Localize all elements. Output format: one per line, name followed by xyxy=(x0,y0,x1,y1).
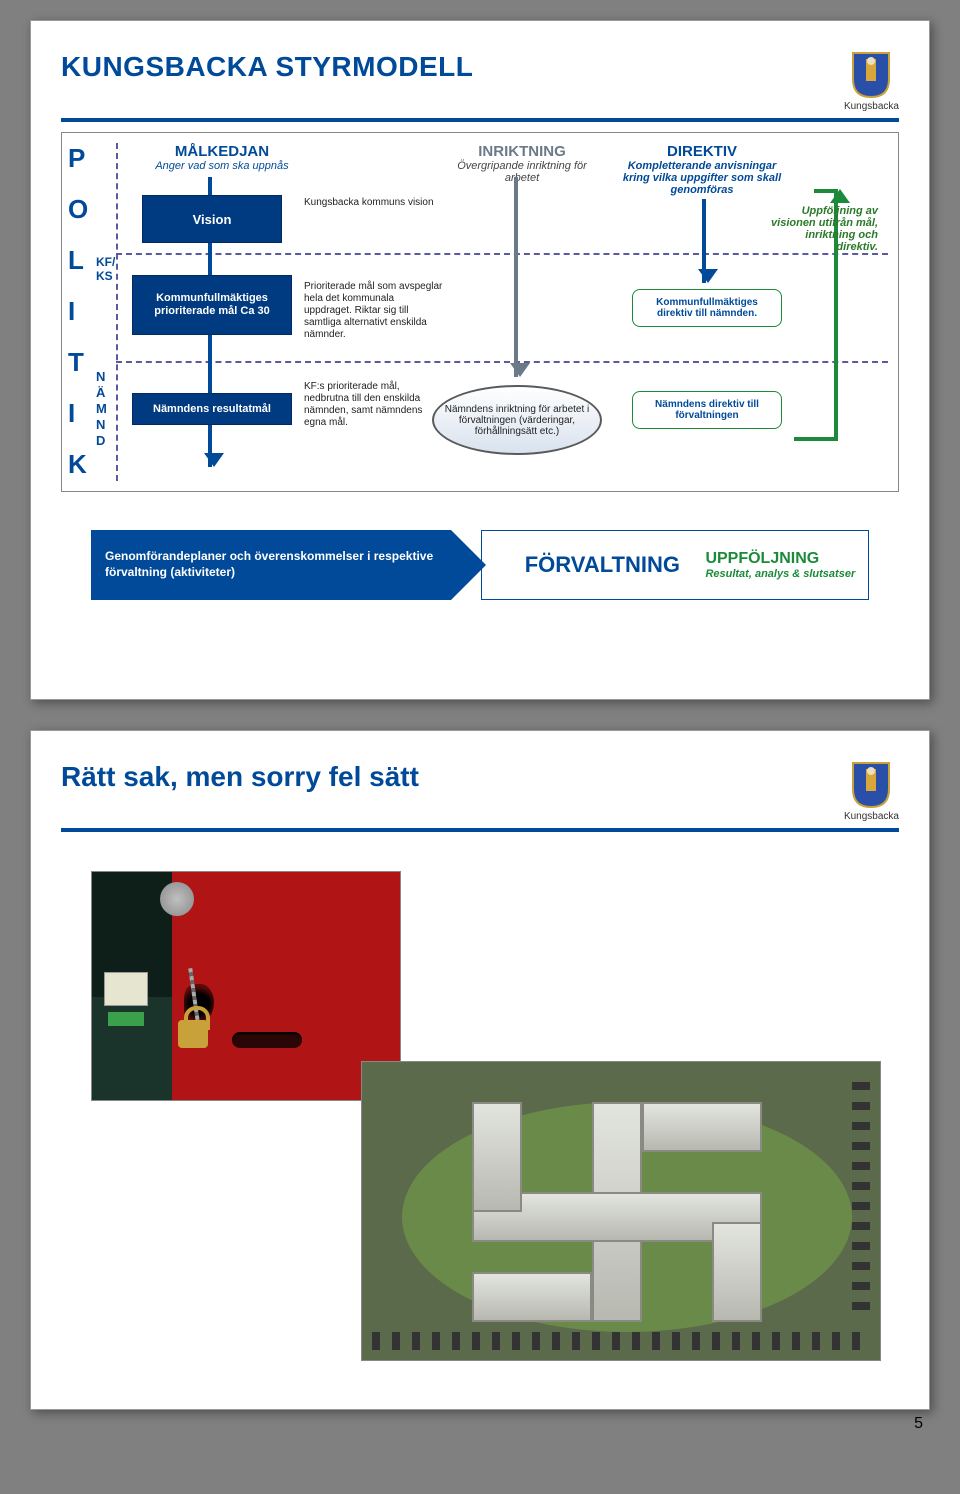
car-sticker-round xyxy=(160,882,194,916)
uppfoljning-block: UPPFÖLJNING Resultat, analys & slutsatse… xyxy=(705,550,855,580)
malkedjan-head: MÅLKEDJAN Anger vad som ska uppnås xyxy=(142,143,302,172)
shield-icon xyxy=(851,761,891,809)
desc-prioriterade: Prioriterade mål som avspeglar hela det … xyxy=(304,281,444,341)
header-2: Rätt sak, men sorry fel sätt Kungsbacka xyxy=(61,761,899,832)
shield-icon xyxy=(851,51,891,99)
dashed-hline-1 xyxy=(116,253,888,255)
car-sticker-2 xyxy=(108,1012,144,1026)
banner-left: Genomförandeplaner och överenskommelser … xyxy=(91,530,451,600)
slide-2: Rätt sak, men sorry fel sätt Kungsbacka xyxy=(30,730,930,1410)
uppfoljning-side-text: Uppföljning av visionen utifrån mål, inr… xyxy=(768,205,878,253)
ellipse-inriktning: Nämndens inriktning för arbetet i förval… xyxy=(432,385,602,455)
slide-1: KUNGSBACKA STYRMODELL Kungsbacka P O L I… xyxy=(30,20,930,700)
namnd-letters: N Ä M N D xyxy=(96,369,107,449)
green-hook-bottom xyxy=(794,437,838,441)
building-segment xyxy=(472,1272,592,1322)
photo-aerial-building xyxy=(361,1061,881,1361)
building-segment xyxy=(712,1222,762,1322)
arrow-direktiv xyxy=(702,199,706,283)
slide2-title: Rätt sak, men sorry fel sätt xyxy=(61,761,419,793)
slide1-title: KUNGSBACKA STYRMODELL xyxy=(61,51,473,83)
building-segment xyxy=(472,1102,522,1212)
uppfoljning-title: UPPFÖLJNING xyxy=(705,550,855,568)
desc-kfs: KF:s prioriterade mål, nedbrutna till de… xyxy=(304,381,444,429)
logo: Kungsbacka xyxy=(844,51,899,112)
box-namndens-resultat: Nämndens resultatmål xyxy=(132,393,292,425)
banner: Genomförandeplaner och överenskommelser … xyxy=(61,520,899,610)
direktiv-head: DIREKTIV Kompletterande anvisningar krin… xyxy=(622,143,782,196)
car-sticker-1 xyxy=(104,972,148,1006)
green-hook-top xyxy=(814,189,838,193)
photo-car-lock xyxy=(91,871,401,1101)
padlock-icon xyxy=(178,1020,208,1048)
arrow-inriktning xyxy=(514,177,518,377)
dashed-hline-2 xyxy=(116,361,888,363)
box-vision: Vision xyxy=(142,195,282,243)
box-kfmal: Kommunfullmäktiges prioriterade mål Ca 3… xyxy=(132,275,292,335)
politik-letters: P O L I T I K xyxy=(68,143,88,480)
logo-caption: Kungsbacka xyxy=(844,101,899,112)
greenbox-namnd-direktiv: Nämndens direktiv till förvaltningen xyxy=(632,391,782,429)
header: KUNGSBACKA STYRMODELL Kungsbacka xyxy=(61,51,899,122)
parking-col xyxy=(852,1082,870,1320)
dashed-vline xyxy=(116,143,118,481)
greenbox-kf-direktiv: Kommunfullmäktiges direktiv till nämnden… xyxy=(632,289,782,327)
inriktning-head: INRIKTNING Övergripande inriktning för a… xyxy=(442,143,602,184)
logo-2: Kungsbacka xyxy=(844,761,899,822)
car-door-handle xyxy=(232,1032,302,1048)
desc-kommunsvision: Kungsbacka kommuns vision xyxy=(304,197,444,209)
banner-right: FÖRVALTNING UPPFÖLJNING Resultat, analys… xyxy=(481,530,869,600)
uppfoljning-sub: Resultat, analys & slutsatser xyxy=(705,568,855,580)
diagram: P O L I T I K KF/ KS N Ä M N D MÅLKEDJAN… xyxy=(61,132,899,492)
forvaltning-label: FÖRVALTNING xyxy=(525,552,680,578)
building-segment xyxy=(642,1102,762,1152)
parking-row xyxy=(372,1332,870,1350)
kfks-label: KF/ KS xyxy=(96,255,115,283)
page-number: 5 xyxy=(914,1415,923,1433)
logo-caption-2: Kungsbacka xyxy=(844,811,899,822)
